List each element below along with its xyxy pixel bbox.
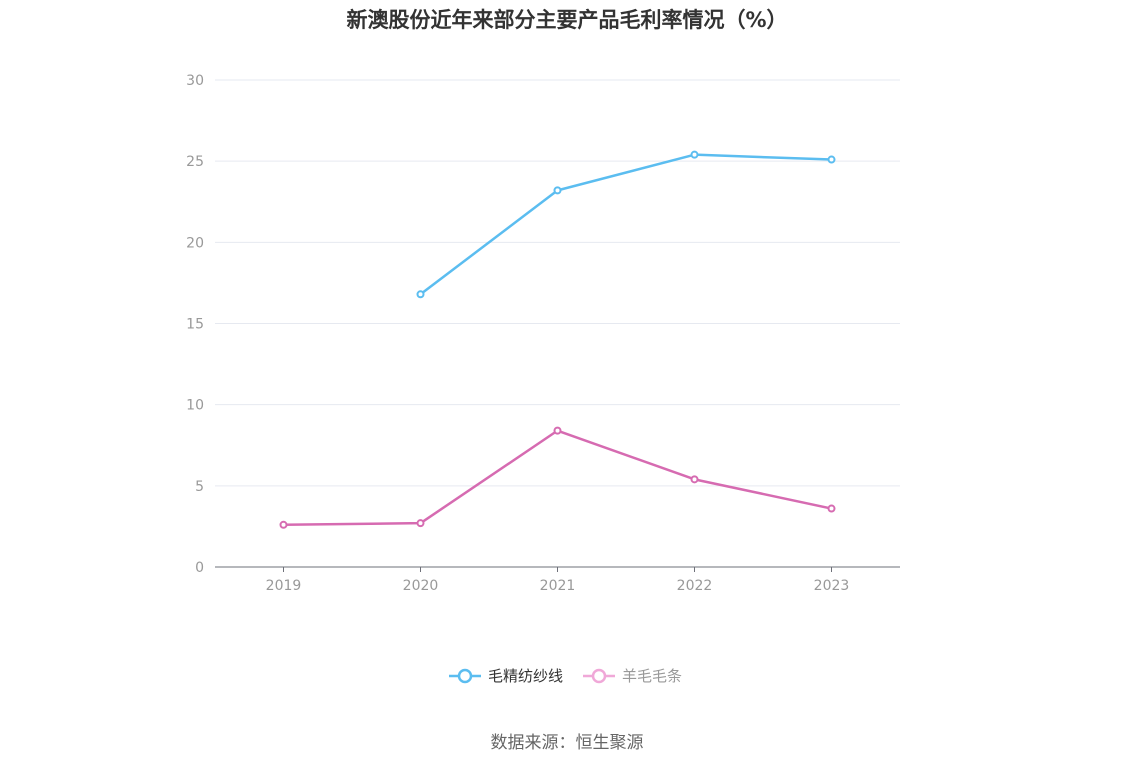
data-point — [416, 290, 425, 299]
y-tick-label: 25 — [186, 154, 204, 170]
x-tick-label: 2019 — [266, 578, 302, 594]
series-毛精纺纱线 — [416, 150, 836, 299]
y-tick-label: 30 — [186, 73, 204, 89]
chart-title: 新澳股份近年来部分主要产品毛利率情况（%） — [346, 8, 788, 32]
data-point — [279, 520, 288, 529]
x-axis: 2019 2020 2021 2022 2023 — [215, 566, 900, 594]
legend-label: 羊毛毛条 — [622, 667, 682, 685]
data-point — [553, 426, 562, 435]
y-tick-label: 20 — [186, 235, 204, 251]
y-tick-label: 0 — [195, 560, 204, 576]
legend-marker — [591, 668, 607, 684]
x-tick-label: 2021 — [540, 578, 576, 594]
data-point — [690, 150, 699, 159]
y-tick-label: 15 — [186, 317, 204, 333]
data-point — [827, 504, 836, 513]
series-羊毛毛条 — [279, 426, 836, 529]
y-tick-label: 5 — [195, 479, 204, 495]
legend[interactable]: 毛精纺纱线 羊毛毛条 — [449, 667, 682, 685]
y-axis: 0 5 10 15 20 25 30 — [186, 73, 204, 576]
grid-lines — [215, 79, 900, 487]
data-source-note: 数据来源：恒生聚源 — [490, 733, 644, 753]
data-point — [553, 186, 562, 195]
series-line — [419, 153, 832, 296]
legend-item[interactable]: 羊毛毛条 — [583, 667, 682, 685]
data-point — [690, 475, 699, 484]
legend-label: 毛精纺纱线 — [488, 667, 563, 685]
data-point — [827, 155, 836, 164]
series-layer — [279, 150, 836, 529]
x-tick-label: 2022 — [677, 578, 713, 594]
x-tick-label: 2023 — [814, 578, 850, 594]
series-line — [283, 429, 832, 527]
legend-marker — [457, 668, 473, 684]
legend-item[interactable]: 毛精纺纱线 — [449, 667, 563, 685]
y-tick-label: 10 — [186, 398, 204, 414]
x-tick-label: 2020 — [403, 578, 439, 594]
data-point — [416, 519, 425, 528]
